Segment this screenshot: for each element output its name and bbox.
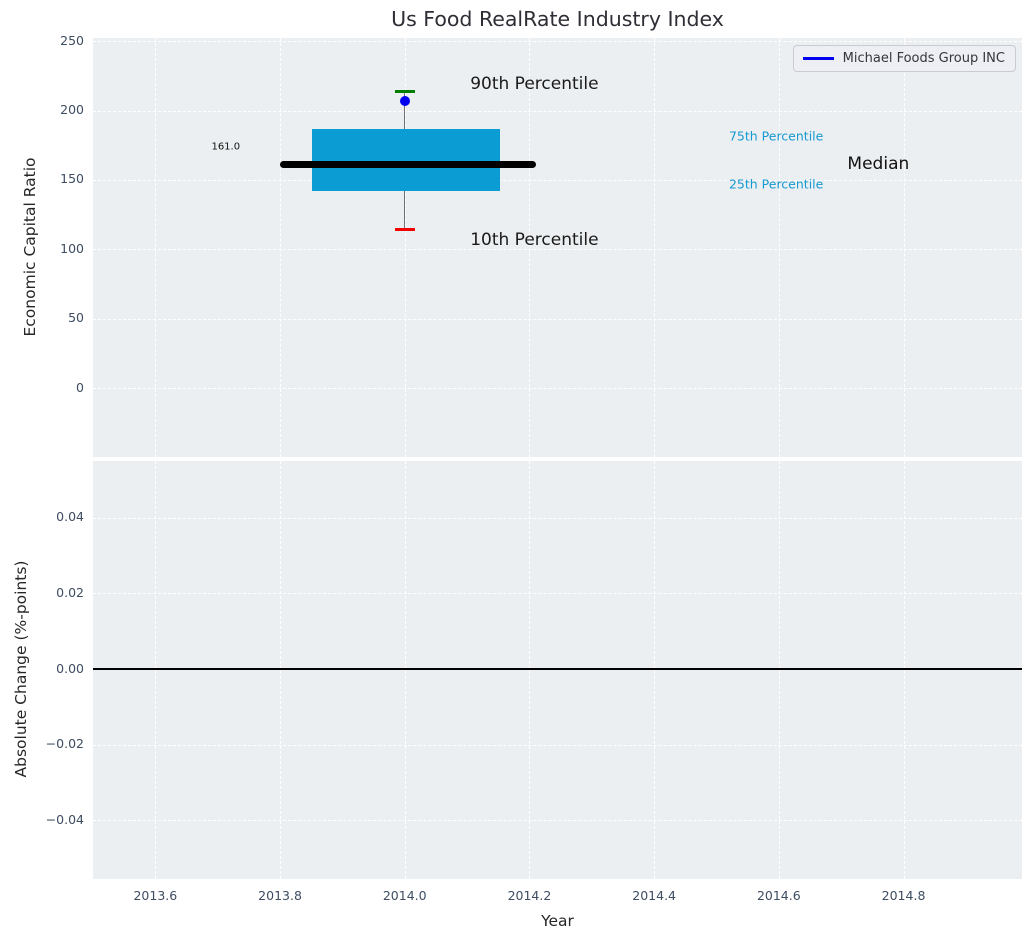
gridline-h <box>93 318 1022 320</box>
y-tick-label: 0.00 <box>56 660 84 676</box>
annotation-75th-percentile: 75th Percentile <box>728 128 824 144</box>
zero-line <box>93 668 1022 670</box>
y-tick-label: 100 <box>60 240 84 256</box>
x-axis-label: Year <box>541 912 574 930</box>
bottom-panel <box>93 461 1022 879</box>
gridline-h <box>93 517 1022 519</box>
company-point <box>399 95 410 106</box>
annotation-25th-percentile: 25th Percentile <box>728 176 824 192</box>
annotation-10th-percentile: 10th Percentile <box>470 230 599 251</box>
gridline-h <box>93 249 1022 251</box>
chart-title: Us Food RealRate Industry Index <box>391 7 724 31</box>
gridline-h <box>93 593 1022 595</box>
x-tick-label: 2014.4 <box>632 888 677 903</box>
legend-line-icon <box>802 57 834 60</box>
y-tick-label: −0.02 <box>45 736 84 752</box>
x-tick-label: 2014.8 <box>881 888 926 903</box>
gridline-h <box>93 744 1022 746</box>
y-tick-label: 0.02 <box>56 584 84 600</box>
gridline-v <box>404 38 406 457</box>
annotation-median: Median <box>847 153 910 174</box>
gridline-h <box>93 41 1022 43</box>
cap-90th-percentile <box>394 89 415 93</box>
gridline-v <box>155 38 157 457</box>
gridline-h <box>93 110 1022 112</box>
x-tick-label: 2014.6 <box>756 888 801 903</box>
gridline-h <box>93 388 1022 390</box>
gridline-v <box>654 38 656 457</box>
x-tick-label: 2013.6 <box>133 888 178 903</box>
median-line <box>280 161 536 169</box>
y-tick-label: −0.04 <box>45 811 84 827</box>
legend: Michael Foods Group INC <box>792 45 1016 72</box>
gridline-h <box>93 820 1022 822</box>
y-tick-label: 50 <box>68 310 84 326</box>
annotation-161-0: 161.0 <box>211 141 241 153</box>
gridline-v <box>529 38 531 457</box>
y-tick-label: 150 <box>60 171 84 187</box>
x-tick-label: 2014.2 <box>507 888 552 903</box>
y-tick-label: 0 <box>76 379 84 395</box>
gridline-v <box>903 38 905 457</box>
gridline-h <box>93 179 1022 181</box>
x-tick-label: 2014.0 <box>382 888 427 903</box>
y-tick-label: 200 <box>60 102 84 118</box>
legend-label: Michael Foods Group INC <box>842 51 1005 66</box>
cap-10th-percentile <box>394 228 415 232</box>
top-panel: Michael Foods Group INC 90th Percentile 1… <box>93 38 1022 457</box>
gridline-v <box>778 38 780 457</box>
gridline-v <box>280 38 282 457</box>
annotation-90th-percentile: 90th Percentile <box>470 74 599 95</box>
x-tick-label: 2013.8 <box>258 888 302 903</box>
iqr-box <box>312 128 500 192</box>
y-tick-label: 0.04 <box>56 509 84 525</box>
y-tick-label: 250 <box>60 32 84 48</box>
